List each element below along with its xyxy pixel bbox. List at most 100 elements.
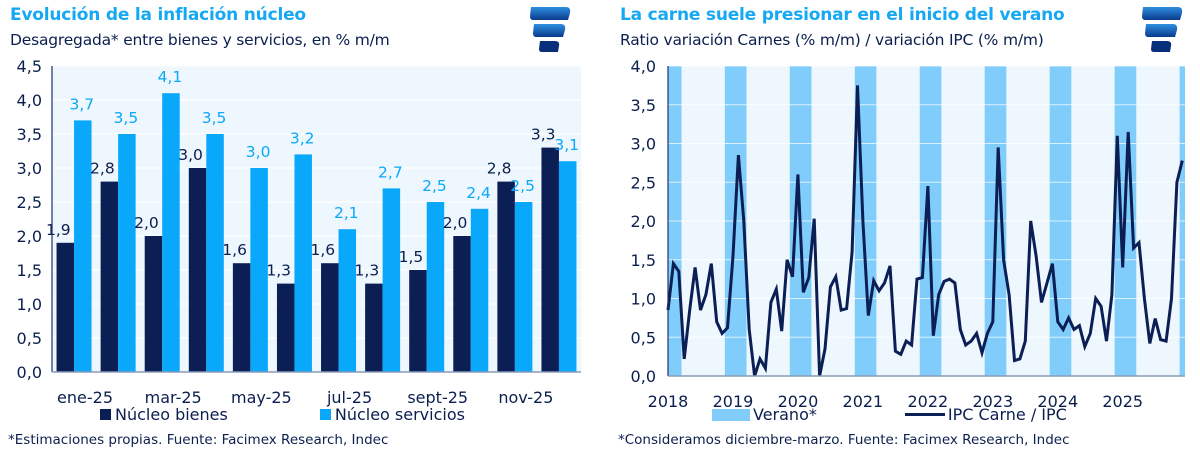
y-tick-label: 3,0: [631, 135, 656, 154]
y-tick-label: 1,0: [17, 295, 42, 314]
y-tick-label: 4,0: [17, 91, 42, 110]
data-label-nucleo-servicios: 2,5: [510, 177, 535, 195]
data-label-nucleo-servicios: 3,0: [246, 143, 271, 161]
chart-subtitle: Desagregada* entre bienes y servicios, e…: [10, 31, 390, 49]
y-tick-label: 1,0: [631, 290, 656, 309]
series-line-ipc-carne: [666, 85, 1184, 377]
chart-title: La carne suele presionar en el inicio de…: [620, 5, 1065, 25]
x-tick-label: jul-25: [326, 388, 372, 407]
data-label-nucleo-bienes: 2,8: [487, 160, 512, 178]
bar-nucleo-servicios: [294, 154, 312, 372]
data-label-nucleo-bienes: 1,3: [266, 262, 291, 280]
x-tick-label: 2023: [972, 392, 1013, 411]
data-label-nucleo-bienes: 1,6: [310, 241, 335, 259]
data-label-nucleo-servicios: 2,5: [422, 177, 447, 195]
x-tick-label: mar-25: [145, 388, 202, 407]
bar-nucleo-bienes: [144, 236, 163, 372]
y-tick-label: 1,5: [631, 251, 656, 270]
data-label-nucleo-bienes: 1,9: [46, 221, 71, 239]
y-tick-label: 2,5: [17, 193, 42, 212]
data-label-nucleo-servicios: 3,2: [290, 129, 315, 147]
data-label-nucleo-bienes: 3,3: [531, 126, 556, 144]
x-tick-label: 2019: [713, 392, 754, 411]
bar-nucleo-bienes: [188, 168, 207, 372]
legend-label-ipc-carne: IPC Carne / IPC: [947, 405, 1067, 424]
bar-nucleo-bienes: [100, 181, 119, 372]
x-tick-label: 2021: [843, 392, 884, 411]
data-label-nucleo-bienes: 2,0: [443, 214, 468, 232]
line-chart: 0,0 0,5 1,0 1,5 2,0 2,5 3,0 3,5 4,0 2018 2019 2020 2…: [631, 57, 1185, 411]
legend-label-nucleo-bienes: Núcleo bienes: [115, 405, 228, 424]
bar-nucleo-servicios: [74, 120, 92, 373]
facimex-logo-icon: [530, 7, 571, 52]
line-legend: Verano* IPC Carne / IPC: [712, 405, 1067, 424]
legend-swatch-nucleo-servicios: [319, 409, 331, 420]
x-tick-label: 2022: [907, 392, 948, 411]
bar-nucleo-bienes: [276, 283, 295, 372]
x-tick-label: 2018: [648, 392, 689, 411]
y-tick-label: 4,5: [17, 57, 42, 76]
source-note: *Consideramos diciembre-marzo. Fuente: F…: [618, 432, 1070, 448]
legend-swatch-nucleo-bienes: [100, 409, 111, 420]
left-chart-panel: Evolución de la inflación núcleo Desagre…: [8, 5, 581, 448]
y-tick-label: 3,5: [631, 96, 656, 115]
data-label-nucleo-servicios: 2,7: [378, 163, 403, 181]
y-tick-label: 0,0: [631, 367, 656, 386]
bar-nucleo-bienes: [321, 263, 339, 372]
y-tick-label: 3,5: [17, 125, 42, 144]
bar-legend: Núcleo bienes Núcleo servicios: [100, 405, 465, 424]
legend-swatch-ipc-carne: [904, 413, 945, 416]
legend-label-verano: Verano*: [753, 405, 817, 424]
data-label-nucleo-servicios: 4,1: [158, 68, 183, 86]
bar-nucleo-servicios: [470, 208, 489, 372]
legend-label-nucleo-servicios: Núcleo servicios: [334, 405, 465, 424]
x-tick-label: may-25: [231, 388, 292, 407]
source-note: *Estimaciones propias. Fuente: Facimex R…: [8, 432, 389, 448]
data-label-nucleo-bienes: 2,8: [90, 160, 115, 178]
y-tick-label: 2,0: [631, 212, 656, 231]
plot-background: [52, 66, 581, 372]
y-tick-label: 0,5: [17, 329, 42, 348]
y-tick-label: 2,0: [17, 227, 42, 246]
chart-subtitle: Ratio variación Carnes (% m/m) / variaci…: [620, 31, 1044, 49]
bar-nucleo-bienes: [541, 147, 559, 372]
y-tick-label: 0,0: [17, 363, 42, 382]
bar-nucleo-servicios: [118, 134, 136, 372]
data-label-nucleo-bienes: 1,5: [399, 248, 424, 266]
x-tick-label: sept-25: [407, 388, 468, 407]
legend-swatch-verano: [712, 408, 750, 421]
bar-nucleo-bienes: [453, 236, 471, 372]
bar-nucleo-bienes: [232, 263, 251, 372]
x-tick-label: nov-25: [498, 388, 553, 407]
x-tick-label: 2020: [778, 392, 819, 411]
data-label-nucleo-servicios: 3,5: [202, 109, 227, 127]
data-label-nucleo-bienes: 2,0: [134, 214, 159, 232]
bar-nucleo-bienes: [365, 283, 383, 372]
bar-nucleo-servicios: [250, 168, 268, 372]
data-label-nucleo-bienes: 3,0: [178, 146, 203, 164]
y-tick-label: 1,5: [17, 261, 42, 280]
facimex-logo-icon: [1142, 7, 1183, 52]
x-tick-label: 2024: [1037, 392, 1078, 411]
data-label-nucleo-servicios: 3,7: [69, 95, 94, 113]
bar-nucleo-bienes: [56, 242, 75, 372]
y-tick-label: 3,0: [17, 159, 42, 178]
data-label-nucleo-servicios: 3,5: [114, 109, 139, 127]
y-tick-label: 0,5: [631, 328, 656, 347]
bar-nucleo-servicios: [206, 134, 224, 372]
bar-nucleo-servicios: [514, 202, 533, 372]
chart-title: Evolución de la inflación núcleo: [10, 5, 306, 25]
bar-nucleo-servicios: [338, 229, 357, 372]
bar-nucleo-servicios: [558, 161, 577, 372]
bar-nucleo-servicios: [426, 202, 445, 372]
y-tick-label: 4,0: [631, 57, 656, 76]
data-label-nucleo-servicios: 2,4: [466, 184, 491, 202]
bar-nucleo-bienes: [497, 181, 515, 372]
data-label-nucleo-servicios: 2,1: [334, 204, 359, 222]
bar-nucleo-servicios: [382, 188, 401, 372]
bar-chart: 0,0 0,5 1,0 1,5 2,0 2,5 3,0 3,5 4,0 4,5 1,9 3,7 ene-…: [17, 57, 581, 407]
data-label-nucleo-servicios: 3,1: [554, 136, 579, 154]
data-label-nucleo-bienes: 1,3: [355, 262, 380, 280]
bar-nucleo-servicios: [162, 93, 180, 372]
right-chart-panel: La carne suele presionar en el inicio de…: [600, 0, 1200, 457]
